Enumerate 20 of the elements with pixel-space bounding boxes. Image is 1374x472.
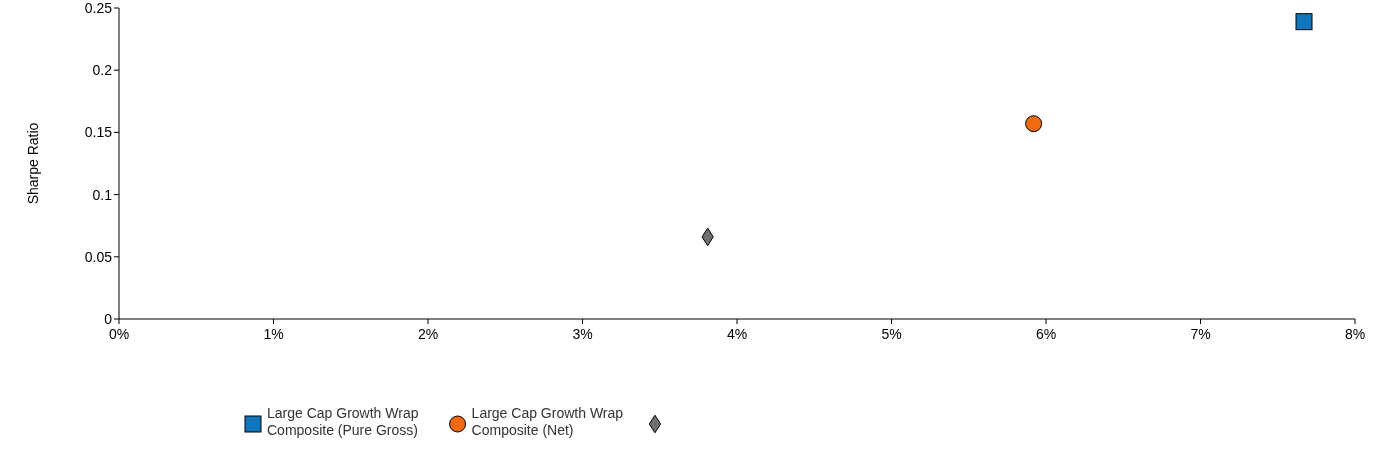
y-tick-label: 0.25 (84, 0, 113, 16)
x-tick-label: 3% (572, 326, 593, 342)
legend-label: Large Cap Growth Wrap Composite (Net) (471, 405, 624, 438)
y-tick-label: 0.15 (84, 124, 113, 141)
y-tick-label: 0.05 (84, 248, 113, 265)
point (1295, 13, 1313, 31)
y-tick-label: 0.2 (92, 62, 113, 79)
point (1025, 115, 1043, 133)
x-tick-label: 5% (881, 326, 902, 342)
x-tick-label: 6% (1035, 326, 1057, 342)
x-tick-label: 2% (417, 326, 439, 342)
x-tick-label: 1% (263, 326, 284, 342)
y-tick-label: 0 (104, 310, 113, 327)
y-tick-label: 0.1 (92, 186, 113, 203)
x-tick-label: 7% (1190, 326, 1211, 342)
x-tick-label: 8% (1344, 326, 1366, 342)
legend-label: Large Cap Growth Wrap Composite (Pure Gross) (267, 405, 419, 438)
x-tick-label: 0% (108, 326, 130, 342)
x-tick-label: 4% (726, 326, 748, 342)
y-axis-title: Sharpe Ratio (25, 122, 41, 205)
